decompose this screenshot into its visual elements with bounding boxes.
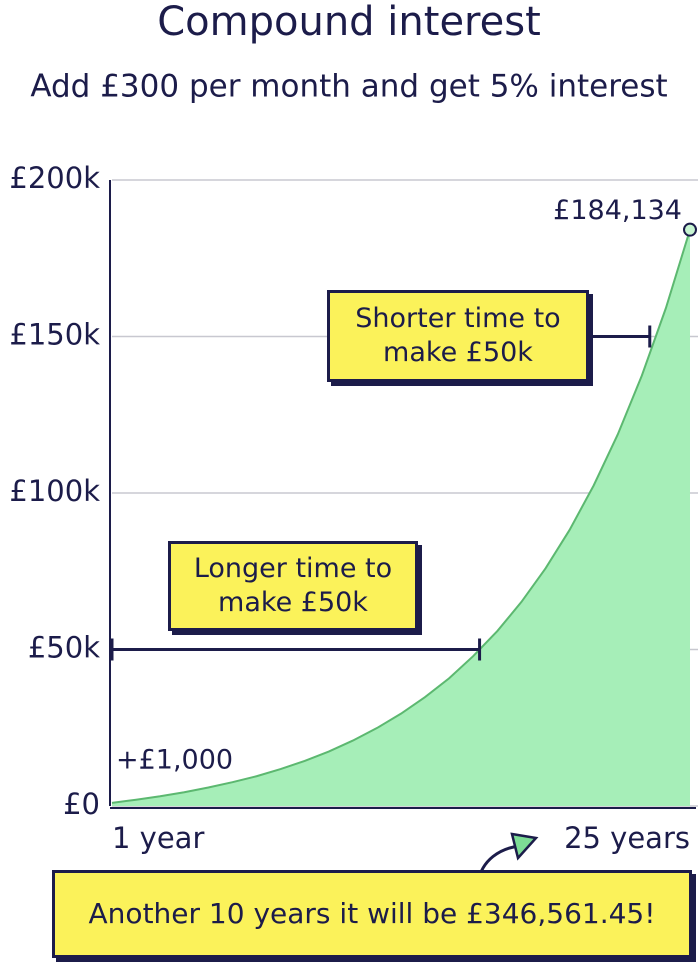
shorter-note: Shorter time to make £50k xyxy=(327,290,589,382)
value-label: £184,134 xyxy=(553,195,682,226)
footer-note: Another 10 years it will be £346,561.45! xyxy=(52,870,692,958)
x-tick-label: 25 years xyxy=(564,821,690,855)
chart-title: Compound interest xyxy=(157,0,541,45)
y-tick-label: £50k xyxy=(28,631,100,665)
arrow-head xyxy=(510,832,539,861)
area xyxy=(112,229,690,806)
value-label: +£1,000 xyxy=(116,744,233,775)
y-tick-label: £150k xyxy=(9,318,100,352)
x-tick-label: 1 year xyxy=(112,821,204,855)
end-point xyxy=(683,222,697,237)
longer-note: Longer time to make £50k xyxy=(168,541,418,631)
y-tick-label: £200k xyxy=(9,161,100,195)
line xyxy=(111,229,691,804)
chart-subtitle: Add £300 per month and get 5% interest xyxy=(30,69,667,105)
y-tick-label: £0 xyxy=(63,787,100,821)
y-tick-label: £100k xyxy=(9,474,100,508)
